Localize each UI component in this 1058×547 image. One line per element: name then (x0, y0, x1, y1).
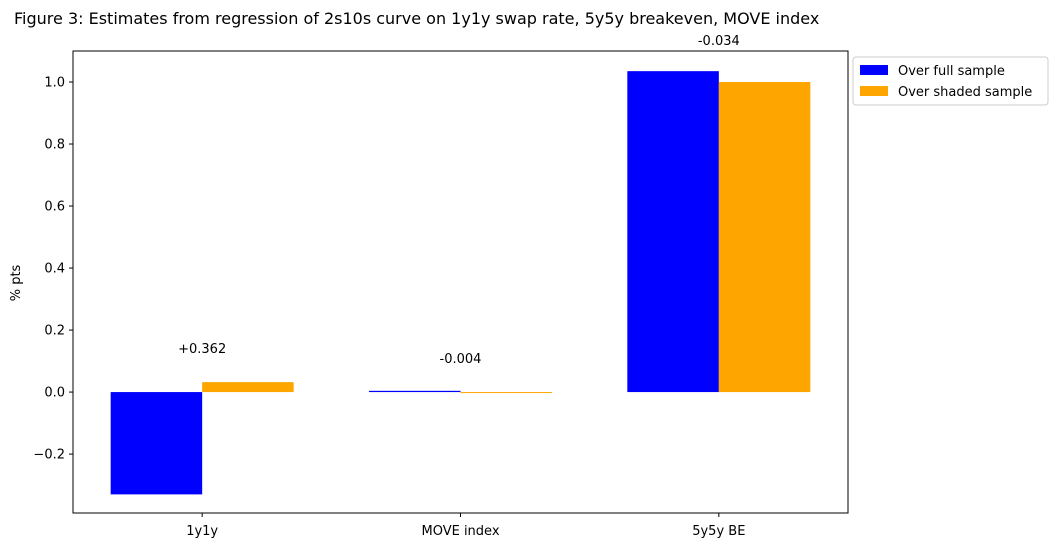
data-label: -0.004 (440, 352, 482, 367)
chart-title: Figure 3: Estimates from regression of 2… (14, 9, 819, 28)
y-tick-label: 1.0 (44, 76, 65, 91)
x-tick-label: MOVE index (421, 524, 499, 539)
plot-area: −0.2 0.0 0.2 0.4 0.6 0.8 1.0 1y1y MOVE index 5y5y… (33, 34, 849, 539)
legend-label: Over full sample (898, 64, 1005, 79)
bar-shaded-1 (460, 392, 552, 394)
y-tick-label: −0.2 (33, 448, 65, 463)
bar-full-0 (110, 392, 203, 495)
legend-swatch (860, 86, 888, 96)
x-tick-label: 1y1y (186, 524, 218, 539)
y-tick-label: 0.0 (44, 386, 65, 401)
y-tick-label: 0.6 (44, 200, 65, 215)
legend-label: Over shaded sample (898, 85, 1032, 100)
data-label: +0.362 (178, 342, 226, 357)
bar-full-2 (627, 71, 719, 393)
y-tick-label: 0.8 (44, 138, 65, 153)
legend-box (852, 56, 1049, 106)
x-tick-label: 5y5y BE (692, 524, 745, 539)
y-tick-label: 0.4 (44, 262, 65, 277)
bar-full-1 (369, 390, 461, 393)
bar-shaded-2 (718, 82, 811, 393)
bar-shaded-0 (202, 382, 294, 393)
y-axis-label: % pts (9, 264, 24, 301)
y-tick-label: 0.2 (44, 324, 65, 339)
data-label: -0.034 (698, 34, 740, 49)
legend-swatch (860, 65, 888, 75)
legend: Over full sample Over shaded sample (852, 56, 1049, 106)
